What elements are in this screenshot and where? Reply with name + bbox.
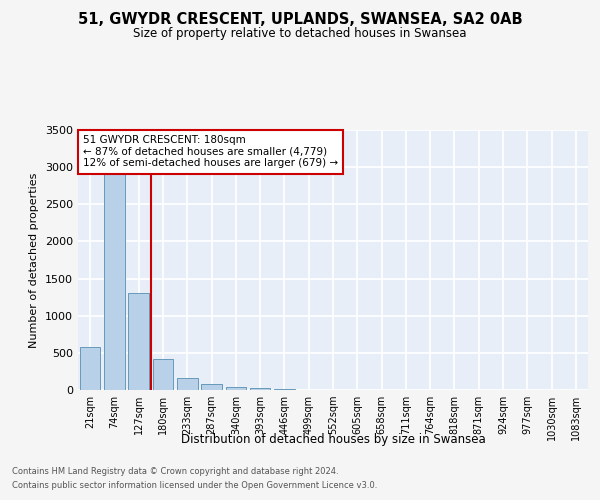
Bar — [80, 347, 100, 390]
Text: Contains HM Land Registry data © Crown copyright and database right 2024.: Contains HM Land Registry data © Crown c… — [12, 468, 338, 476]
Text: 51, GWYDR CRESCENT, UPLANDS, SWANSEA, SA2 0AB: 51, GWYDR CRESCENT, UPLANDS, SWANSEA, SA… — [77, 12, 523, 28]
Bar — [104, 173, 125, 390]
Text: Size of property relative to detached houses in Swansea: Size of property relative to detached ho… — [133, 28, 467, 40]
Bar — [152, 359, 173, 390]
Bar — [128, 294, 149, 390]
Bar — [250, 388, 271, 390]
Bar — [201, 384, 222, 390]
Text: 51 GWYDR CRESCENT: 180sqm
← 87% of detached houses are smaller (4,779)
12% of se: 51 GWYDR CRESCENT: 180sqm ← 87% of detac… — [83, 135, 338, 168]
Bar — [177, 378, 197, 390]
Bar — [274, 388, 295, 390]
Bar — [226, 386, 246, 390]
Y-axis label: Number of detached properties: Number of detached properties — [29, 172, 40, 348]
Text: Contains public sector information licensed under the Open Government Licence v3: Contains public sector information licen… — [12, 481, 377, 490]
Text: Distribution of detached houses by size in Swansea: Distribution of detached houses by size … — [181, 432, 485, 446]
